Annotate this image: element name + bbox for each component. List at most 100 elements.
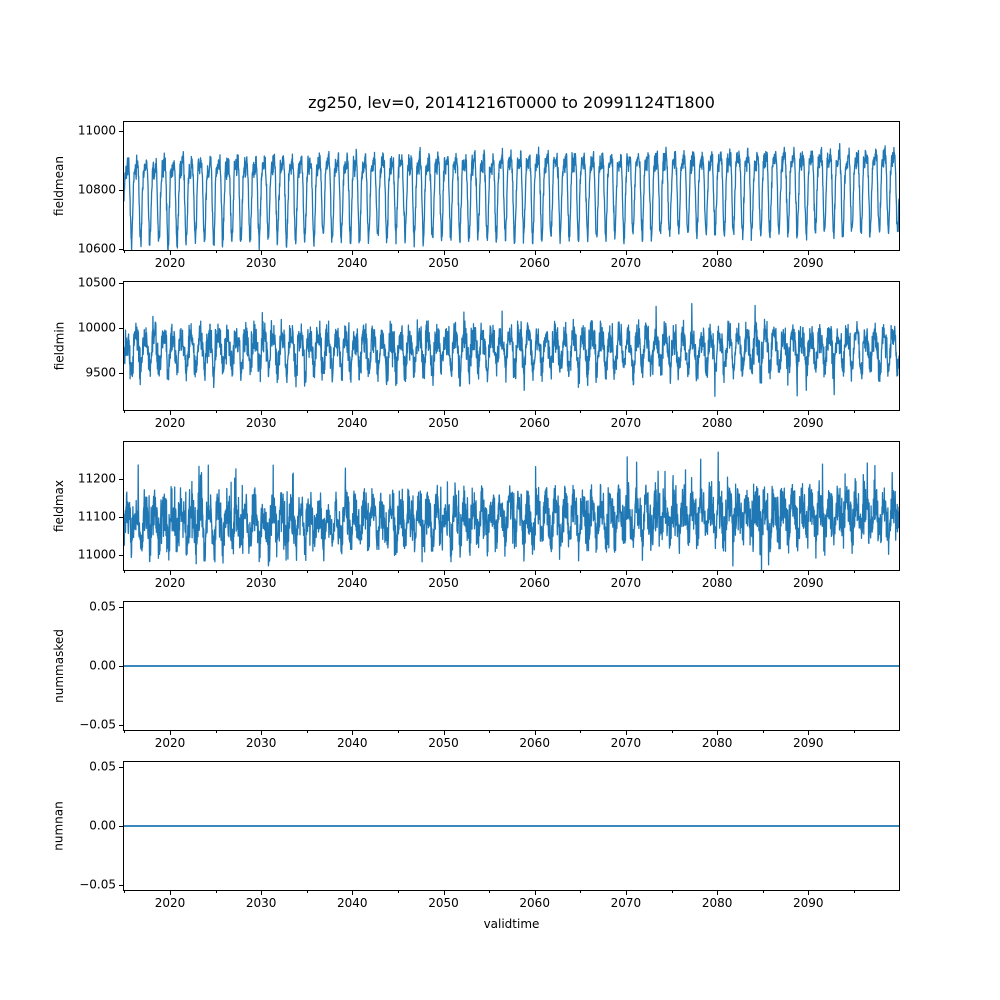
x-tick bbox=[170, 571, 171, 575]
x-tick-label: 2050 bbox=[428, 896, 459, 910]
x-tick bbox=[352, 411, 354, 415]
x-minor-tick bbox=[580, 891, 582, 893]
x-tick bbox=[352, 571, 354, 575]
x-minor-tick bbox=[853, 411, 855, 413]
x-minor-tick bbox=[124, 731, 126, 733]
x-minor-tick bbox=[215, 251, 217, 253]
x-tick-label: 2060 bbox=[519, 736, 550, 750]
x-tick bbox=[261, 571, 263, 575]
subplot-fieldmin: fieldmin 2020 2030 2040 2050 2060 2070 2080 209… bbox=[52, 275, 900, 430]
x-minor-tick bbox=[671, 891, 673, 893]
x-tick bbox=[625, 731, 627, 735]
x-tick-label: 2070 bbox=[610, 736, 642, 750]
x-tick bbox=[808, 891, 810, 895]
x-minor-tick bbox=[580, 411, 582, 413]
x-minor-tick bbox=[853, 251, 855, 253]
x-tick bbox=[717, 251, 719, 255]
x-tick-label: 2040 bbox=[337, 736, 368, 750]
y-tick bbox=[119, 130, 123, 132]
x-minor-tick bbox=[124, 411, 126, 413]
x-minor-tick bbox=[397, 571, 399, 573]
x-tick-label: 2020 bbox=[154, 256, 186, 270]
x-tick-label: 2070 bbox=[610, 256, 642, 270]
fieldmax-series-line bbox=[124, 451, 899, 570]
x-tick-label: 2040 bbox=[337, 896, 368, 910]
x-tick-label: 2080 bbox=[701, 416, 733, 430]
x-tick bbox=[625, 891, 627, 895]
y-tick bbox=[119, 766, 123, 768]
y-tick-label: −0.05 bbox=[79, 878, 116, 893]
x-tick-label: 2030 bbox=[245, 736, 277, 750]
x-minor-tick bbox=[124, 251, 126, 253]
y-tick bbox=[119, 248, 123, 250]
y-tick-label: 0.05 bbox=[89, 759, 116, 774]
y-tick bbox=[119, 554, 123, 556]
fieldmean-line-chart bbox=[124, 143, 899, 250]
x-tick-label: 2040 bbox=[337, 576, 368, 590]
y-tick bbox=[119, 516, 123, 518]
x-tick-label: 2050 bbox=[428, 416, 459, 430]
x-tick bbox=[352, 731, 354, 735]
x-minor-tick bbox=[215, 731, 217, 733]
x-minor-tick bbox=[489, 411, 491, 413]
x-tick-label: 2030 bbox=[245, 896, 277, 910]
x-minor-tick bbox=[762, 251, 764, 253]
x-tick-label: 2090 bbox=[793, 416, 824, 430]
x-tick-label: 2090 bbox=[793, 576, 824, 590]
y-tick-label: 10000 bbox=[77, 320, 116, 335]
x-tick-label: 2040 bbox=[337, 416, 368, 430]
x-minor-tick bbox=[762, 411, 764, 413]
y-tick-label: 11200 bbox=[77, 471, 116, 486]
y-tick-label: 10500 bbox=[77, 275, 116, 290]
x-minor-tick bbox=[306, 571, 308, 573]
y-tick-label: −0.05 bbox=[79, 718, 116, 733]
subplot-fieldmax: fieldmax 2020 2030 2040 2050 2060 2070 2080 209… bbox=[52, 441, 900, 590]
y-axis-label-fieldmin: fieldmin bbox=[50, 282, 68, 410]
x-minor-tick bbox=[853, 571, 855, 573]
x-tick bbox=[808, 731, 810, 735]
x-tick bbox=[625, 411, 627, 415]
x-tick bbox=[261, 731, 263, 735]
x-minor-tick bbox=[124, 891, 126, 893]
x-minor-tick bbox=[397, 731, 399, 733]
subplot-nummasked: nummasked 2020 2030 2040 2050 2060 2070 2080 20… bbox=[52, 599, 900, 750]
x-tick bbox=[717, 731, 719, 735]
x-minor-tick bbox=[762, 571, 764, 573]
x-tick-label: 2080 bbox=[701, 256, 733, 270]
x-tick bbox=[534, 891, 536, 895]
x-tick-label: 2040 bbox=[337, 256, 368, 270]
y-axis-label-nummasked: nummasked bbox=[50, 602, 68, 730]
x-tick bbox=[717, 411, 719, 415]
x-tick bbox=[717, 891, 719, 895]
x-tick bbox=[443, 891, 445, 895]
fieldmax-line-chart bbox=[124, 451, 899, 570]
x-minor-tick bbox=[853, 891, 855, 893]
x-tick bbox=[808, 251, 810, 255]
x-tick bbox=[443, 571, 445, 575]
x-tick-label: 2090 bbox=[793, 736, 824, 750]
y-axis-label-text: fieldmean bbox=[52, 156, 66, 216]
x-tick bbox=[352, 251, 354, 255]
y-axis-label-text: fieldmax bbox=[52, 479, 67, 533]
x-tick bbox=[170, 891, 171, 895]
x-tick-label: 2020 bbox=[154, 576, 186, 590]
y-tick bbox=[119, 282, 123, 284]
x-tick bbox=[261, 411, 263, 415]
x-tick-label: 2090 bbox=[793, 896, 824, 910]
x-minor-tick bbox=[580, 571, 582, 573]
x-tick-label: 2030 bbox=[245, 576, 277, 590]
x-minor-tick bbox=[306, 891, 308, 893]
x-tick-label: 2020 bbox=[154, 736, 186, 750]
x-tick-label: 2030 bbox=[245, 416, 277, 430]
y-tick bbox=[119, 725, 123, 727]
fieldmean-series-line bbox=[124, 143, 899, 250]
x-minor-tick bbox=[489, 731, 491, 733]
y-tick-label: 10600 bbox=[77, 241, 116, 256]
x-tick bbox=[625, 571, 627, 575]
x-minor-tick bbox=[489, 571, 491, 573]
x-tick-label: 2060 bbox=[519, 896, 550, 910]
x-tick bbox=[625, 251, 627, 255]
y-tick-label: 0.05 bbox=[89, 599, 116, 614]
nummasked-line-chart bbox=[124, 665, 899, 667]
x-minor-tick bbox=[306, 731, 308, 733]
